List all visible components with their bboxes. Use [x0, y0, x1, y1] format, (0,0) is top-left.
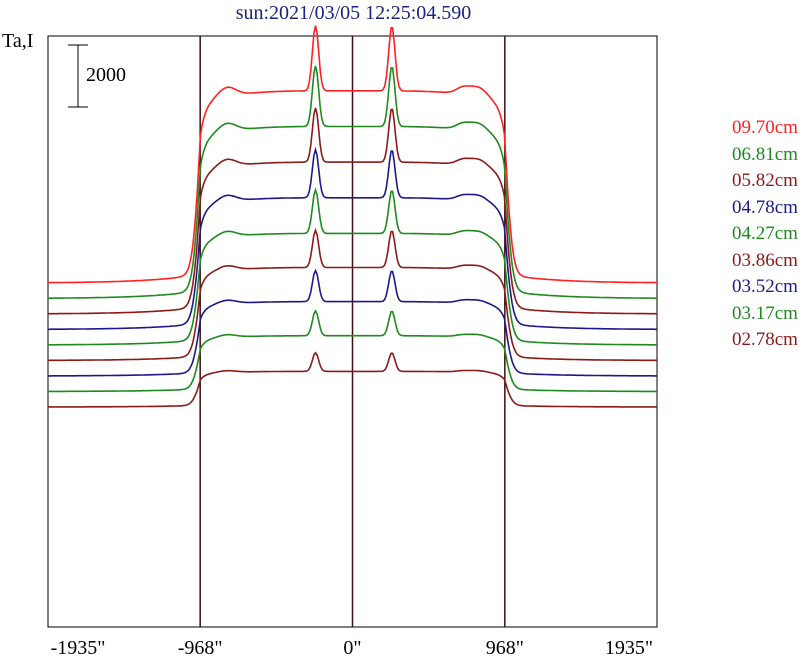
legend-entry: 04.78cm — [732, 197, 798, 219]
scale-bar — [68, 45, 88, 107]
legend-entry: 05.82cm — [732, 170, 798, 192]
legend-entry: 03.17cm — [732, 303, 798, 325]
plot-svg — [0, 0, 807, 662]
legend-entry: 02.78cm — [732, 329, 798, 351]
x-tick-label: 1935" — [605, 637, 653, 660]
x-tick-label: -968" — [178, 637, 223, 660]
x-tick-label: 0" — [343, 637, 361, 660]
legend-entry: 03.52cm — [732, 276, 798, 298]
x-tick-label: -1935" — [51, 637, 106, 660]
legend-entry: 06.81cm — [732, 144, 798, 166]
legend-entry: 04.27cm — [732, 223, 798, 245]
chart-area: sun:2021/03/05 12:25:04.590 Ta,I 2000 -1… — [0, 0, 807, 662]
legend-entry: 09.70cm — [732, 117, 798, 139]
legend-entry: 03.86cm — [732, 250, 798, 272]
x-tick-label: 968" — [486, 637, 524, 660]
